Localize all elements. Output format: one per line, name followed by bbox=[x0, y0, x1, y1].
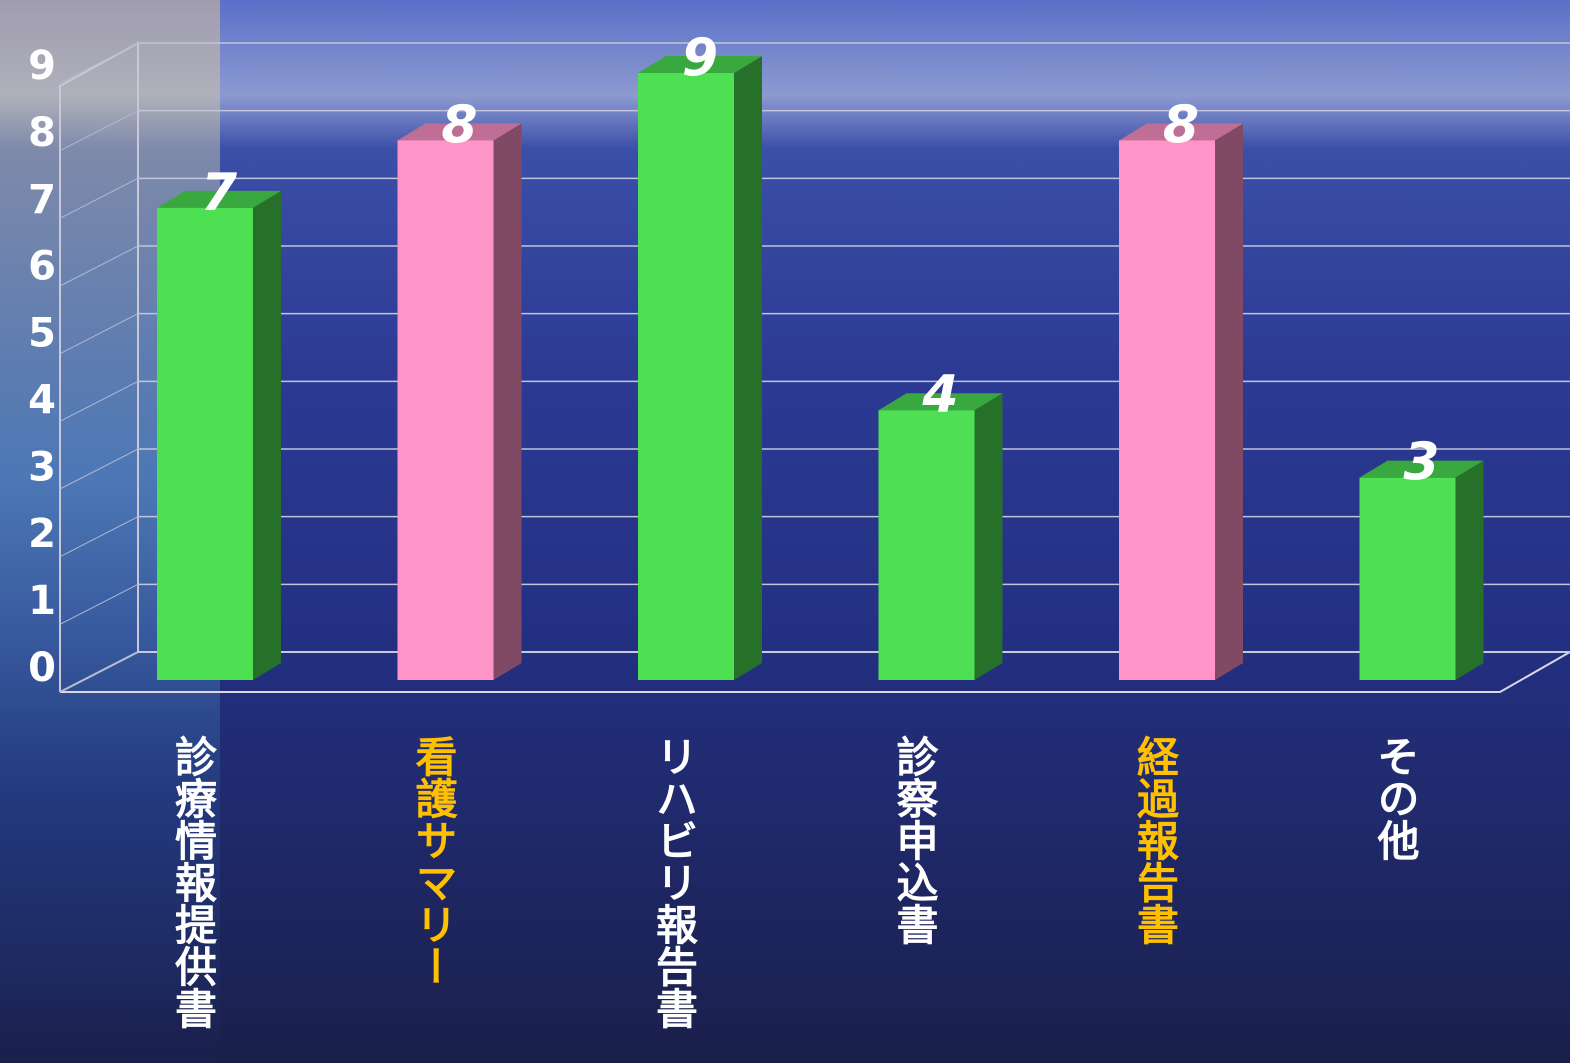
bar bbox=[157, 207, 253, 680]
data-label: 8 bbox=[1163, 95, 1199, 155]
bar-top bbox=[157, 190, 281, 208]
bar bbox=[1359, 477, 1456, 680]
data-label: 9 bbox=[682, 28, 718, 88]
y-tick-label: 8 bbox=[28, 110, 56, 156]
data-label: 3 bbox=[1403, 433, 1439, 493]
bar-side bbox=[734, 56, 762, 680]
bar-side bbox=[1215, 123, 1243, 680]
x-tick-label: リハビリ報告書 bbox=[650, 735, 699, 1029]
grid-line-side bbox=[59, 42, 139, 84]
bar-top bbox=[1359, 460, 1484, 478]
bar-side bbox=[974, 393, 1003, 680]
grid-line-side bbox=[59, 313, 139, 355]
x-tick-label: 経過報告書 bbox=[1131, 735, 1180, 945]
grid-line-side bbox=[59, 177, 139, 219]
wall-frame bbox=[59, 41, 139, 693]
bar bbox=[1119, 140, 1215, 680]
bar bbox=[397, 140, 494, 680]
grid-line-side bbox=[59, 380, 139, 422]
y-tick-label: 3 bbox=[28, 444, 56, 490]
y-tick-label: 2 bbox=[28, 511, 56, 557]
x-tick-label: 看護サマリー bbox=[409, 735, 458, 987]
grid-line-side bbox=[59, 110, 139, 152]
bar-top bbox=[397, 123, 522, 141]
y-tick-label: 0 bbox=[28, 645, 56, 691]
grid-line-side bbox=[59, 651, 139, 693]
x-tick-label: その他 bbox=[1371, 735, 1420, 861]
grid-line-side bbox=[59, 245, 139, 287]
data-label: 7 bbox=[201, 163, 238, 223]
y-tick-label: 9 bbox=[28, 43, 56, 89]
data-label: 4 bbox=[921, 365, 958, 425]
data-label: 8 bbox=[441, 95, 477, 155]
bar bbox=[878, 410, 975, 680]
bar bbox=[638, 73, 734, 680]
y-tick-label: 6 bbox=[28, 244, 56, 290]
grid-line-side bbox=[59, 516, 139, 558]
bar-top bbox=[878, 393, 1003, 411]
y-tick-label: 5 bbox=[28, 311, 56, 357]
y-tick-label: 4 bbox=[28, 377, 56, 423]
x-tick-label: 診察申込書 bbox=[890, 735, 939, 945]
x-tick-label: 診療情報提供書 bbox=[169, 735, 218, 1029]
grid-line-side bbox=[59, 583, 139, 625]
grid-line-side bbox=[59, 448, 139, 490]
bar-side bbox=[1455, 460, 1484, 680]
y-tick-label: 1 bbox=[28, 578, 56, 624]
bar-top bbox=[638, 56, 762, 73]
bar-side bbox=[253, 190, 281, 680]
bar-side bbox=[493, 123, 522, 680]
bar-top bbox=[1119, 123, 1243, 141]
y-tick-label: 7 bbox=[28, 177, 56, 223]
floor-frame bbox=[60, 651, 1570, 693]
